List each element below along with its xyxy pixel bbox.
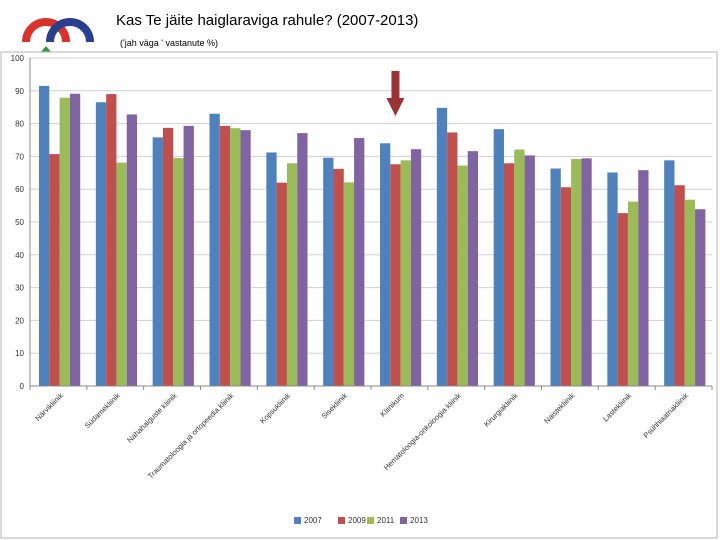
legend-label: 2007 [304,516,322,525]
bar [276,182,287,386]
bar [617,213,628,386]
y-tick-label: 50 [15,218,24,227]
legend-label: 2011 [377,516,395,525]
bar [106,94,117,386]
bar [571,159,582,386]
bar [116,162,127,386]
page-subtitle: ('jah väga ' vastanute %) [120,38,218,48]
bar [230,128,241,386]
bar [410,149,422,386]
bar [59,97,70,387]
bar [550,168,561,386]
y-tick-label: 20 [15,316,24,325]
bar [447,132,458,386]
bar [354,138,365,386]
bar [514,149,525,386]
bar [286,163,298,386]
bar [162,127,174,386]
bar [390,164,401,386]
bar [39,85,50,386]
bar [152,137,163,386]
y-tick-label: 90 [15,87,24,96]
bar [400,160,411,386]
bar [49,154,60,386]
bar [436,107,448,386]
bar [503,163,515,386]
bar [323,157,334,386]
y-tick-label: 0 [20,382,25,391]
y-tick-label: 80 [15,120,24,129]
y-tick-label: 30 [15,284,24,293]
legend-swatch [294,517,301,524]
legend-swatch [338,517,345,524]
bar [183,125,194,387]
bar [219,125,231,387]
bar [126,114,138,386]
y-tick-label: 100 [11,54,25,63]
bar [266,152,277,386]
bar [684,199,696,386]
bar [297,133,308,386]
page-title: Kas Te jäite haiglaraviga rahule? (2007-… [116,12,419,29]
bar [69,93,81,386]
legend-swatch [367,517,374,524]
bar [333,168,344,386]
legend-label: 2009 [348,516,366,525]
bar [638,170,649,386]
y-tick-label: 60 [15,185,24,194]
bar [581,158,592,386]
y-tick-label: 70 [15,152,24,161]
bar [95,102,107,386]
bar [240,130,251,386]
down-arrow-icon [386,71,405,116]
bar [380,143,391,386]
legend-label: 2013 [410,516,428,525]
bar [209,113,220,386]
bar [674,185,685,386]
highlight-arrow [386,71,405,116]
bar [627,201,639,386]
bar [560,187,572,386]
hospital-logo [22,18,94,54]
bar [695,209,706,386]
bar [664,160,675,386]
legend: 2007 2009 2011 2013 [294,516,428,525]
bar [467,151,479,386]
y-axis: 0 10 20 30 40 50 60 70 80 90 100 [11,54,31,391]
bars [39,85,706,387]
bar [173,158,184,386]
y-tick-label: 10 [15,349,24,358]
bar [493,129,504,386]
bar [524,155,535,386]
y-tick-label: 40 [15,251,24,260]
bar [457,165,468,386]
bar [607,172,618,386]
bar [343,182,355,386]
legend-swatch [400,517,407,524]
